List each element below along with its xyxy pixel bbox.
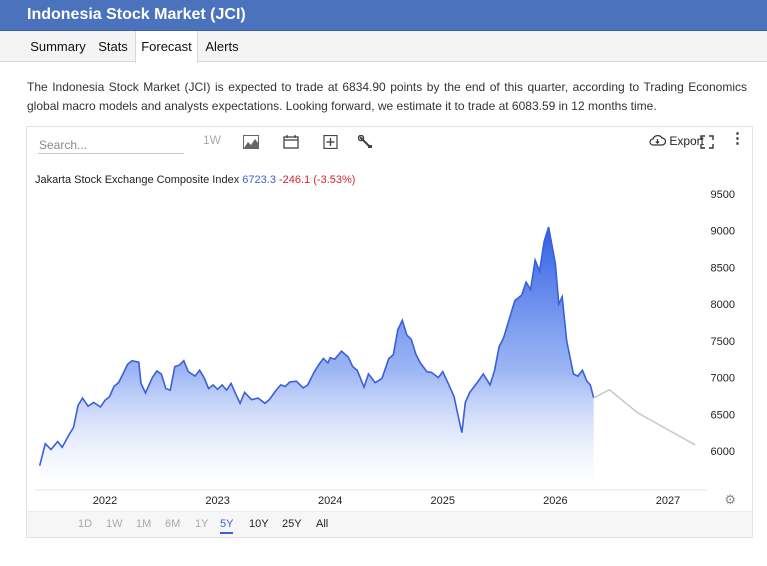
y-tick-label: 8500 (711, 262, 735, 274)
range-1w-toolbar-button[interactable]: 1W (203, 133, 221, 147)
range-1m[interactable]: 1M (136, 518, 152, 530)
range-all[interactable]: All (316, 518, 329, 530)
range-5y[interactable]: 5Y (220, 518, 234, 534)
tab-alerts[interactable]: Alerts (205, 39, 239, 54)
forecast-description: The Indonesia Stock Market (JCI) is expe… (27, 80, 747, 113)
chart-panel: Search... 1W Export ⋮ Jakarta Stock Exch… (26, 126, 753, 538)
export-button[interactable]: Export (649, 134, 704, 148)
tab-bar: Summary Stats Forecast Alerts (0, 31, 767, 63)
range-1d[interactable]: 1D (78, 518, 93, 530)
series-last-value: 6723.3 (242, 174, 276, 186)
y-tick-label: 8000 (711, 299, 735, 311)
range-10y[interactable]: 10Y (249, 518, 269, 530)
y-tick-label: 6000 (711, 446, 735, 458)
cloud-download-icon (649, 135, 667, 146)
history-area (39, 227, 594, 490)
range-25y[interactable]: 25Y (282, 518, 302, 530)
tab-forecast[interactable]: Forecast (135, 31, 198, 63)
y-tick-label: 9000 (711, 226, 735, 238)
x-tick-label: 2026 (543, 495, 567, 507)
series-change: -246.1 (-3.53%) (279, 174, 356, 186)
add-indicator-icon[interactable] (323, 135, 339, 149)
x-tick-label: 2027 (656, 495, 680, 507)
x-tick-label: 2023 (205, 495, 229, 507)
y-tick-label: 7500 (711, 336, 735, 348)
history-line (38, 226, 595, 466)
page-title: Indonesia Stock Market (JCI) (27, 6, 246, 23)
page-header: Indonesia Stock Market (JCI) (0, 0, 767, 31)
range-selector: 1D 1W 1M 6M 1Y 5Y 10Y 25Y All (27, 511, 752, 537)
settings-gear-icon[interactable]: ⚙ (724, 492, 736, 507)
calendar-icon[interactable] (283, 135, 299, 149)
tab-summary[interactable]: Summary (30, 39, 86, 54)
range-1w[interactable]: 1W (106, 518, 123, 530)
x-tick-label: 2024 (318, 495, 342, 507)
x-tick-label: 2025 (431, 495, 455, 507)
forecast-line (593, 388, 696, 446)
export-label: Export (669, 134, 704, 148)
range-6m[interactable]: 6M (165, 518, 181, 530)
wrench-icon[interactable] (358, 135, 374, 149)
search-input[interactable]: Search... (38, 134, 184, 154)
y-tick-label: 6500 (711, 409, 735, 421)
y-tick-label: 9500 (711, 189, 735, 201)
area-chart-icon[interactable] (243, 135, 259, 149)
tab-stats[interactable]: Stats (98, 39, 128, 54)
series-name: Jakarta Stock Exchange Composite Index (35, 174, 240, 186)
price-chart[interactable]: 9500 9000 8500 8000 7500 7000 6500 6000 2022 202… (27, 127, 754, 513)
expand-icon[interactable] (700, 135, 714, 149)
x-tick-label: 2022 (93, 495, 117, 507)
range-1y[interactable]: 1Y (195, 518, 209, 530)
y-tick-label: 7000 (711, 373, 735, 385)
series-label: Jakarta Stock Exchange Composite Index 6… (35, 174, 355, 186)
